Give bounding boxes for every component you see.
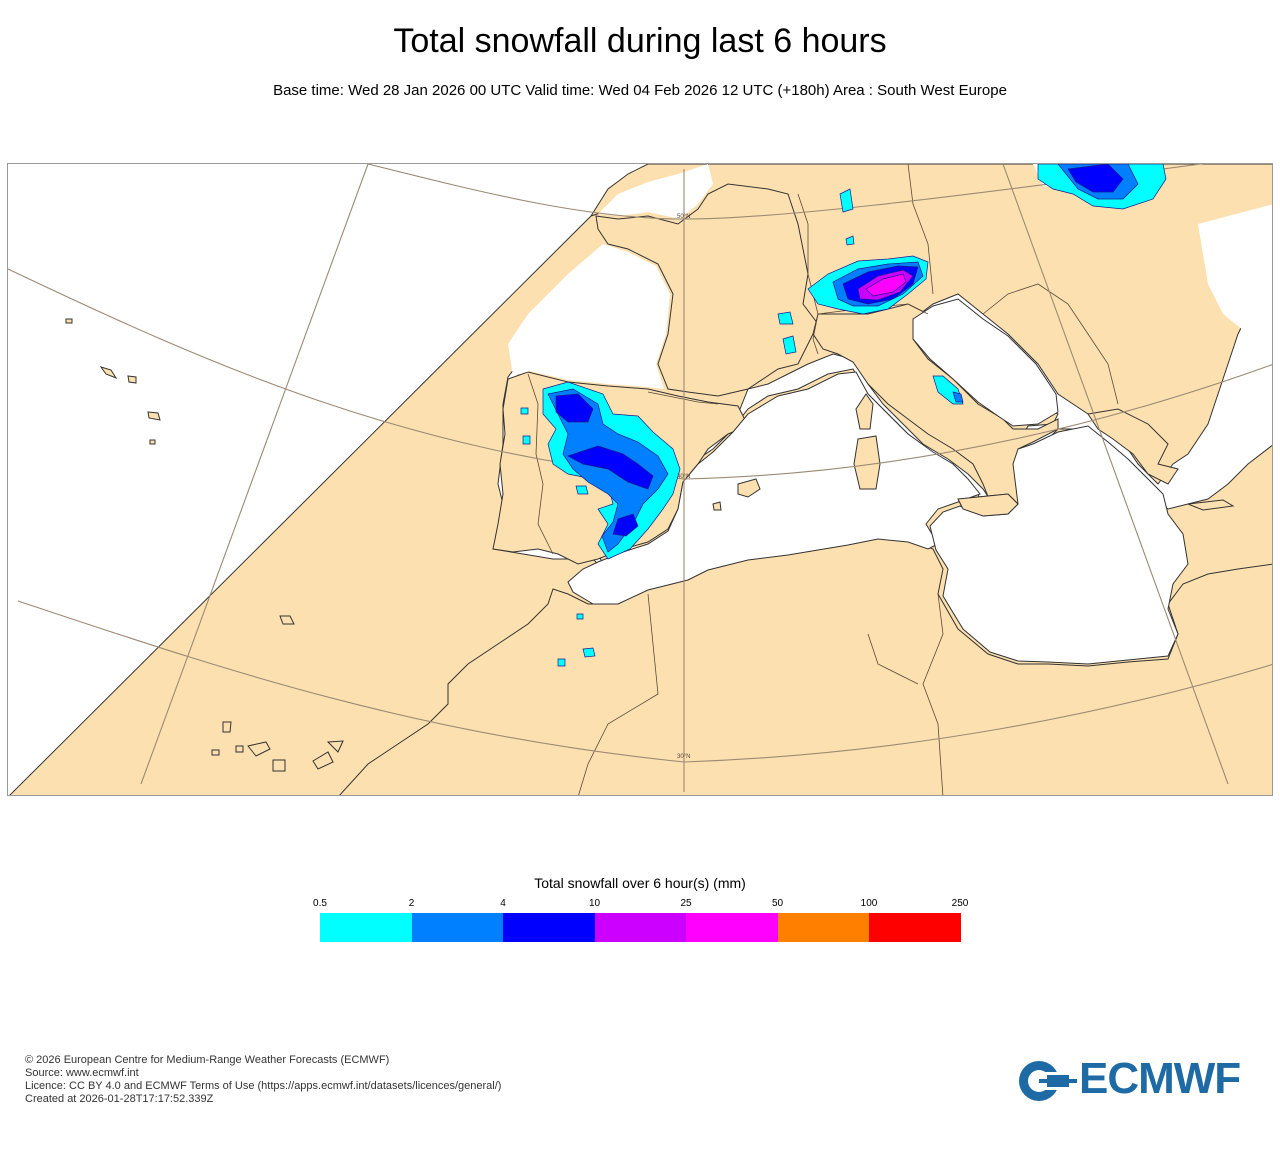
land-madeira: [279, 615, 295, 625]
island-sicily: [957, 493, 1019, 517]
snow-alps-spot-3: [839, 188, 854, 213]
legend-title: Total snowfall over 6 hour(s) (mm): [534, 875, 746, 891]
footer-licence: Licence: CC BY 4.0 and ECMWF Terms of Us…: [25, 1080, 502, 1092]
legend-colorbar: [320, 913, 961, 942]
chart-title: Total snowfall during last 6 hours: [393, 22, 887, 60]
land-canary-7: [211, 749, 220, 756]
legend-tick: 25: [680, 898, 692, 909]
snow-iberia-heavy-2: [567, 445, 654, 490]
island-crete: [1187, 499, 1235, 511]
footer-created: Created at 2026-01-28T17:17:52.339Z: [25, 1093, 214, 1105]
border-spain-portugal: [527, 373, 554, 555]
legend-tick: 250: [951, 898, 969, 909]
lat-label-layer: 50°N 40°N 30°N: [677, 214, 690, 760]
footer-source: Source: www.ecmwf.int: [25, 1067, 139, 1079]
lat-label-40: 40°N: [677, 474, 690, 480]
map-panel: 50°N 40°N 30°N: [7, 163, 1273, 796]
border-germany-poland: [907, 164, 934, 295]
snow-alps-spot-4: [845, 235, 855, 246]
map-svg: 50°N 40°N 30°N: [8, 164, 1272, 795]
legend-tick: 10: [588, 898, 601, 909]
snow-poland-heavy: [1067, 164, 1124, 193]
graticule-lat-50: [367, 164, 1205, 220]
ecmwf-logo: ECMWF: [1017, 1054, 1257, 1104]
snow-iberia-moderate: [547, 388, 669, 553]
land-greece: [1087, 408, 1179, 485]
snow-alps-extreme: [865, 273, 907, 297]
island-sardinia: [853, 435, 881, 490]
border-balkans: [982, 283, 1119, 405]
snow-iberia-spot-1: [575, 485, 589, 495]
snowfall-layer: [520, 164, 1167, 667]
land-canary-1: [247, 741, 271, 757]
legend-swatch-0: [320, 913, 412, 942]
land-canary-5: [222, 721, 232, 733]
graticule-layer: [8, 164, 1272, 792]
legend-swatch-1: [411, 913, 503, 942]
island-layer: [712, 393, 1235, 517]
snow-alps-spot-1: [782, 335, 797, 355]
land-azores-1: [99, 366, 118, 380]
land-canary-3: [326, 740, 344, 753]
legend-tick: 50: [771, 898, 784, 909]
land-canary-6: [235, 745, 244, 753]
sea-black: [1198, 204, 1272, 334]
island-corsica: [855, 393, 874, 430]
chart-subtitle: Base time: Wed 28 Jan 2026 00 UTC Valid …: [273, 82, 1007, 99]
graticule-lon-east: [1002, 164, 1229, 785]
snow-iberia-spot-3: [520, 407, 529, 415]
snow-italy-moderate: [952, 391, 964, 403]
land-azores-3: [147, 411, 161, 421]
snow-morocco-3: [576, 613, 584, 620]
land-canary-4: [272, 759, 286, 772]
snow-morocco-1: [582, 647, 596, 658]
border-morocco-algeria: [578, 593, 659, 795]
border-libya: [867, 633, 919, 685]
snow-iberia-heavy-3: [612, 513, 639, 537]
lat-label-30: 30°N: [677, 754, 690, 760]
legend-swatch-6: [869, 913, 961, 942]
lat-label-50: 50°N: [677, 214, 690, 220]
island-mallorca: [737, 478, 761, 498]
legend-tick: 4: [500, 898, 506, 909]
graticule-lat-40: [8, 268, 1272, 480]
island-ibiza: [712, 501, 722, 511]
legend-tick: 2: [408, 898, 415, 909]
land-azores-2: [127, 375, 137, 384]
legend-swatch-4: [686, 913, 778, 942]
sea-ionian: [929, 425, 1189, 665]
graticule-lon-west: [140, 164, 369, 785]
land-azores-4: [149, 439, 156, 445]
legend-swatch-3: [594, 913, 686, 942]
legend-swatch-5: [777, 913, 869, 942]
legend-tick: 100: [860, 898, 878, 909]
snow-iberia-spot-2: [522, 435, 531, 445]
legend-swatch-2: [503, 913, 595, 942]
sea-mediterranean: [567, 371, 981, 605]
ecmwf-logo-icon: [1019, 1061, 1077, 1101]
snow-alps-spot-2: [777, 311, 794, 325]
land-canary-2: [312, 751, 334, 770]
ecmwf-logo-text: ECMWF: [1079, 1054, 1241, 1103]
sea-biscay: [508, 244, 670, 389]
footer-credits: © 2026 European Centre for Medium-Range …: [25, 1054, 501, 1106]
snow-iberia-heavy: [555, 393, 594, 423]
border-spain-france: [647, 391, 719, 405]
border-france-germany: [797, 193, 809, 274]
border-algeria-tunisia: [922, 593, 944, 795]
graticule-lat-30: [17, 600, 1272, 763]
land-azores-5: [65, 318, 73, 324]
border-layer: [527, 164, 1119, 795]
legend-tick: 0.5: [313, 898, 327, 909]
sea-adriatic: [912, 298, 1059, 427]
snow-morocco-2: [557, 658, 566, 667]
land-france: [595, 183, 819, 397]
footer-copyright: © 2026 European Centre for Medium-Range …: [25, 1054, 390, 1066]
